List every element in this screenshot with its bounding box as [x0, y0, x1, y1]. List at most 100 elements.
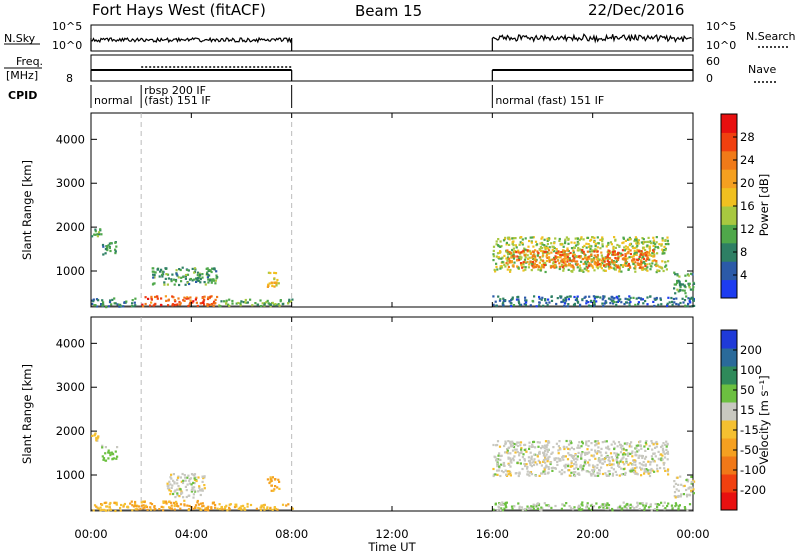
nsearch-label: N.Search: [746, 30, 796, 43]
vel-cell: [104, 452, 107, 455]
power-cell: [142, 305, 145, 308]
power-cell: [633, 252, 636, 255]
power-ytick-label: 2000: [56, 220, 85, 234]
power-cell: [655, 264, 658, 268]
power-cell: [173, 299, 176, 302]
power-cell: [662, 269, 665, 273]
vel-cell: [272, 489, 275, 492]
vel-cell: [542, 460, 545, 463]
vel-cell: [534, 474, 538, 477]
vel-cell: [638, 507, 641, 511]
power-cell: [533, 262, 536, 265]
power-cell: [633, 267, 636, 270]
power-cell: [267, 283, 270, 286]
vel-cell: [618, 505, 621, 508]
vel-cell: [642, 464, 645, 467]
power-cell: [525, 301, 528, 304]
power-cell: [150, 295, 153, 298]
power-cell: [246, 301, 249, 304]
power-cell: [499, 245, 502, 248]
power-cell: [601, 238, 604, 241]
power-cell: [632, 246, 635, 250]
power-cell: [176, 303, 179, 306]
power-cell: [516, 259, 519, 262]
power-cell: [613, 251, 616, 254]
vel-cell: [605, 504, 608, 507]
vel-cell: [613, 442, 617, 445]
power-cell: [513, 250, 516, 253]
power-cell: [539, 269, 542, 272]
power-cell: [152, 276, 155, 279]
power-cell: [215, 274, 218, 277]
power-cell: [688, 286, 691, 289]
power-cell: [219, 305, 222, 308]
power-cell: [660, 303, 663, 306]
power-cell: [291, 298, 294, 301]
vel-cell: [655, 445, 658, 448]
power-cell: [617, 251, 620, 254]
vel-cell: [631, 455, 634, 458]
power-cell: [269, 303, 272, 306]
power-cell: [537, 252, 540, 255]
vel-cell: [492, 473, 495, 476]
power-cell: [261, 302, 264, 305]
power-cell: [167, 298, 170, 301]
vel-cell: [243, 507, 246, 510]
vel-cell: [662, 463, 665, 466]
freq-unit-label: [MHz]: [6, 69, 38, 82]
vel-cell: [646, 469, 649, 472]
vel-cell: [636, 501, 639, 504]
vel-cell: [600, 447, 603, 450]
vel-cell: [663, 453, 667, 456]
vel-cell: [567, 447, 570, 450]
power-cell: [596, 263, 599, 266]
vel-cell: [531, 443, 534, 446]
vel-cell: [636, 450, 639, 453]
vel-cell: [685, 488, 688, 492]
vel-cell: [584, 462, 587, 465]
nsearch-tick-bottom: 10^0: [706, 39, 736, 52]
power-colorbar-label: Power [dB]: [757, 174, 771, 237]
vel-cell: [496, 469, 499, 472]
power-cell: [595, 256, 598, 259]
power-cell: [569, 259, 572, 262]
vel-cell: [129, 502, 132, 505]
power-cell: [526, 254, 529, 257]
vel-cell: [167, 500, 170, 504]
power-cell: [166, 283, 169, 286]
vel-cell: [504, 504, 507, 507]
power-cell: [172, 278, 175, 281]
vel-cell: [564, 455, 567, 458]
vel-cell: [143, 506, 146, 509]
vel-cell: [559, 448, 562, 451]
vel-cell: [145, 505, 149, 508]
vel-cell: [606, 455, 609, 458]
vel-cell: [585, 470, 588, 473]
power-cell: [529, 252, 532, 255]
vel-cell: [574, 454, 577, 457]
vel-cell: [501, 509, 505, 512]
power-cell: [644, 267, 647, 270]
power-cell: [235, 302, 238, 305]
nsky-trace: [90, 33, 694, 51]
power-cell: [496, 252, 500, 255]
vel-cell: [660, 445, 663, 449]
power-cell: [626, 246, 629, 249]
power-cell: [183, 299, 186, 302]
power-cell: [546, 256, 549, 259]
vel-cell: [574, 471, 577, 474]
power-cell: [655, 260, 658, 263]
power-cell: [134, 304, 137, 307]
power-cell: [631, 259, 634, 262]
vel-cell: [575, 463, 578, 466]
vel-cell: [651, 457, 654, 460]
power-cell: [616, 243, 619, 247]
vel-cell: [140, 501, 143, 504]
power-cell: [644, 249, 647, 252]
vel-cell: [581, 440, 584, 443]
vel-cell: [590, 474, 593, 477]
vel-cell: [500, 503, 503, 506]
vel-cell: [135, 504, 138, 508]
vel-cell: [578, 441, 581, 444]
